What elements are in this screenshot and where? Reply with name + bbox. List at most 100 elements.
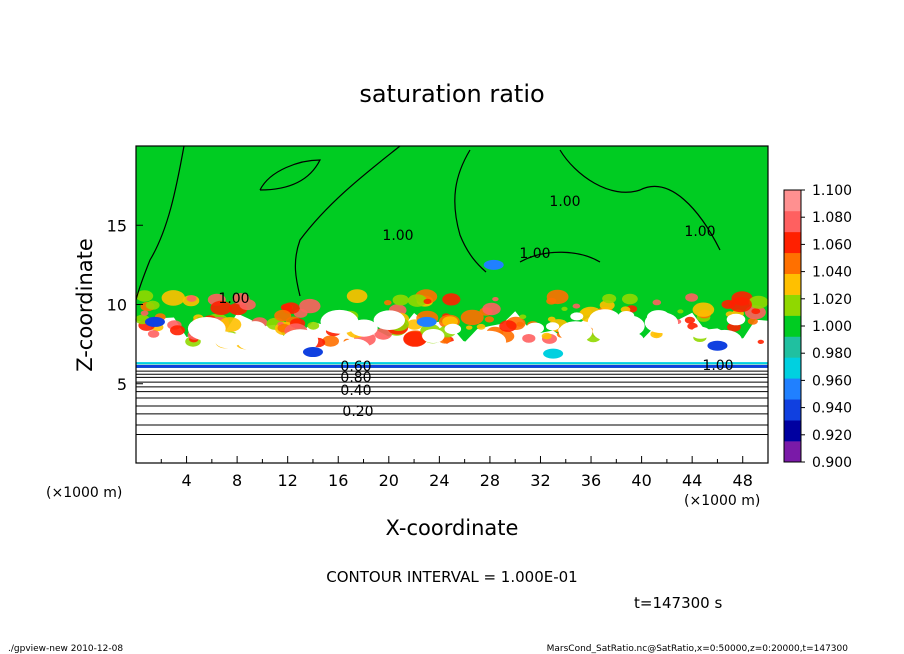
supersaturation-patch bbox=[307, 321, 320, 330]
supersaturation-patch bbox=[546, 289, 569, 305]
subsaturated-cell bbox=[558, 326, 573, 335]
y-tick-label: 10 bbox=[107, 296, 127, 315]
colorbar-label: 0.960 bbox=[812, 373, 852, 389]
supersaturation-patch bbox=[685, 293, 698, 302]
colorbar-swatch bbox=[784, 378, 801, 400]
supersaturation-patch bbox=[492, 297, 499, 302]
subsaturated-cell bbox=[339, 338, 371, 358]
time-text: t=147300 s bbox=[634, 594, 722, 612]
y-axis-label: Z-coordinate bbox=[73, 238, 97, 372]
subsaturated-cell bbox=[320, 309, 359, 334]
supersaturation-patch bbox=[374, 327, 393, 340]
contour-line-1.00 bbox=[294, 145, 401, 297]
x-axis-unit-right: (×1000 m) bbox=[684, 493, 760, 509]
x-tick-label: 40 bbox=[631, 471, 651, 490]
colorbar-swatch bbox=[784, 294, 801, 316]
supersaturation-patch bbox=[622, 293, 638, 305]
subsaturated-cell bbox=[287, 340, 305, 352]
contour-labels: 1.00 1.00 1.00 1.00 1.00 1.00 0.800.60 0.40 0.20 bbox=[218, 194, 733, 420]
x-tick-label: 24 bbox=[429, 471, 449, 490]
contour-label: 1.00 bbox=[218, 291, 249, 307]
y-tick-label: 15 bbox=[107, 216, 127, 235]
subsaturated-cell bbox=[570, 312, 584, 321]
subsaturated-cell bbox=[187, 317, 226, 341]
subsaturated-cell bbox=[738, 337, 753, 347]
supersaturation-patch bbox=[442, 293, 461, 306]
colorbar-label: 1.000 bbox=[812, 319, 852, 335]
contour-label: 1.00 bbox=[549, 194, 580, 210]
subsaturated-cell bbox=[526, 322, 544, 334]
subsaturated-cell bbox=[422, 329, 445, 343]
contour-label: 0.20 bbox=[342, 404, 373, 420]
colorbar-label: 1.040 bbox=[812, 265, 852, 281]
supersaturation-patch bbox=[482, 302, 501, 316]
colorbar-swatch bbox=[784, 252, 801, 274]
colorbar-label: 1.020 bbox=[812, 292, 852, 308]
colorbar-swatch bbox=[784, 357, 801, 379]
supersaturation-patch bbox=[484, 316, 494, 323]
colorbar: 1.100 1.080 1.060 1.040 1.020 1.000 0.980 0.960… bbox=[783, 183, 852, 471]
plot-field: 1.00 1.00 1.00 1.00 1.00 1.00 0.800.60 0.40 0.20 bbox=[135, 145, 769, 464]
contour-lines bbox=[135, 145, 768, 435]
x-axis-ticks: 4 8 12 16 20 24 28 32 36 40 44 48 bbox=[160, 456, 753, 490]
x-tick-label: 28 bbox=[480, 471, 500, 490]
x-tick-label: 44 bbox=[682, 471, 702, 490]
undersaturation-spot bbox=[707, 340, 728, 351]
undersaturation-spot bbox=[302, 347, 323, 358]
colorbar-swatch bbox=[784, 336, 801, 358]
supersaturation-patch bbox=[684, 316, 696, 324]
subsaturated-cell bbox=[244, 321, 266, 334]
contour-line-1.00 bbox=[454, 149, 487, 273]
subsaturated-cell bbox=[589, 309, 621, 329]
contour-label: 1.00 bbox=[684, 224, 715, 240]
contour-label: 1.00 bbox=[519, 246, 550, 262]
x-tick-label: 48 bbox=[733, 471, 753, 490]
subsaturated-cell bbox=[691, 326, 711, 339]
colorbar-label: 0.900 bbox=[812, 455, 852, 471]
y-axis-ticks: 5 10 15 bbox=[107, 216, 143, 394]
footer-right: MarsCond_SatRatio.nc@SatRatio,x=0:50000,… bbox=[547, 644, 849, 654]
supersaturation-patch bbox=[210, 300, 232, 315]
subsaturated-cell bbox=[350, 319, 378, 337]
supersaturation-patch bbox=[170, 325, 185, 336]
subsaturated-cell bbox=[247, 344, 265, 355]
supersaturation-patch bbox=[692, 302, 715, 317]
contour-label: 0.40 bbox=[340, 383, 371, 399]
x-tick-label: 36 bbox=[581, 471, 601, 490]
chart-title: saturation ratio bbox=[359, 80, 544, 108]
colorbar-swatch bbox=[784, 315, 801, 337]
supersaturation-patch bbox=[757, 339, 764, 344]
footer-left: ./gpview-new 2010-12-08 bbox=[8, 644, 123, 654]
x-axis-unit-left: (×1000 m) bbox=[46, 485, 122, 501]
supersaturation-patch bbox=[346, 289, 368, 303]
supersaturation-patch bbox=[384, 300, 392, 306]
undersaturation-spot bbox=[144, 316, 165, 327]
subsaturated-cell bbox=[444, 340, 473, 359]
supersaturation-patch bbox=[145, 300, 160, 310]
subsaturated-cell bbox=[472, 330, 507, 352]
supersaturation-patch bbox=[476, 323, 486, 330]
contour-label: 0.80 bbox=[340, 370, 371, 386]
saturation-field-layers bbox=[135, 259, 769, 463]
undersaturation-spot bbox=[543, 348, 564, 359]
subsaturated-cell bbox=[433, 344, 450, 355]
supersaturation-patch bbox=[748, 295, 769, 309]
colorbar-swatch bbox=[784, 190, 801, 212]
x-tick-label: 8 bbox=[232, 471, 242, 490]
supersaturation-patch bbox=[407, 294, 427, 307]
supersaturation-patch bbox=[602, 293, 617, 304]
x-axis-label: X-coordinate bbox=[386, 516, 519, 540]
x-tick-label: 16 bbox=[328, 471, 348, 490]
supersaturation-patch bbox=[652, 299, 662, 306]
x-tick-label: 32 bbox=[530, 471, 550, 490]
contour-label: 0.60 bbox=[340, 359, 371, 375]
supersaturation-patch bbox=[751, 308, 761, 315]
undersaturation-spot bbox=[416, 316, 437, 327]
supersaturation-patch bbox=[403, 331, 427, 347]
supersaturation-patch bbox=[392, 294, 409, 306]
subsaturated-cell bbox=[546, 322, 560, 331]
contour-line-1.00 bbox=[259, 159, 321, 191]
subsaturated-cell bbox=[444, 323, 462, 335]
colorbar-label: 1.060 bbox=[812, 237, 852, 253]
